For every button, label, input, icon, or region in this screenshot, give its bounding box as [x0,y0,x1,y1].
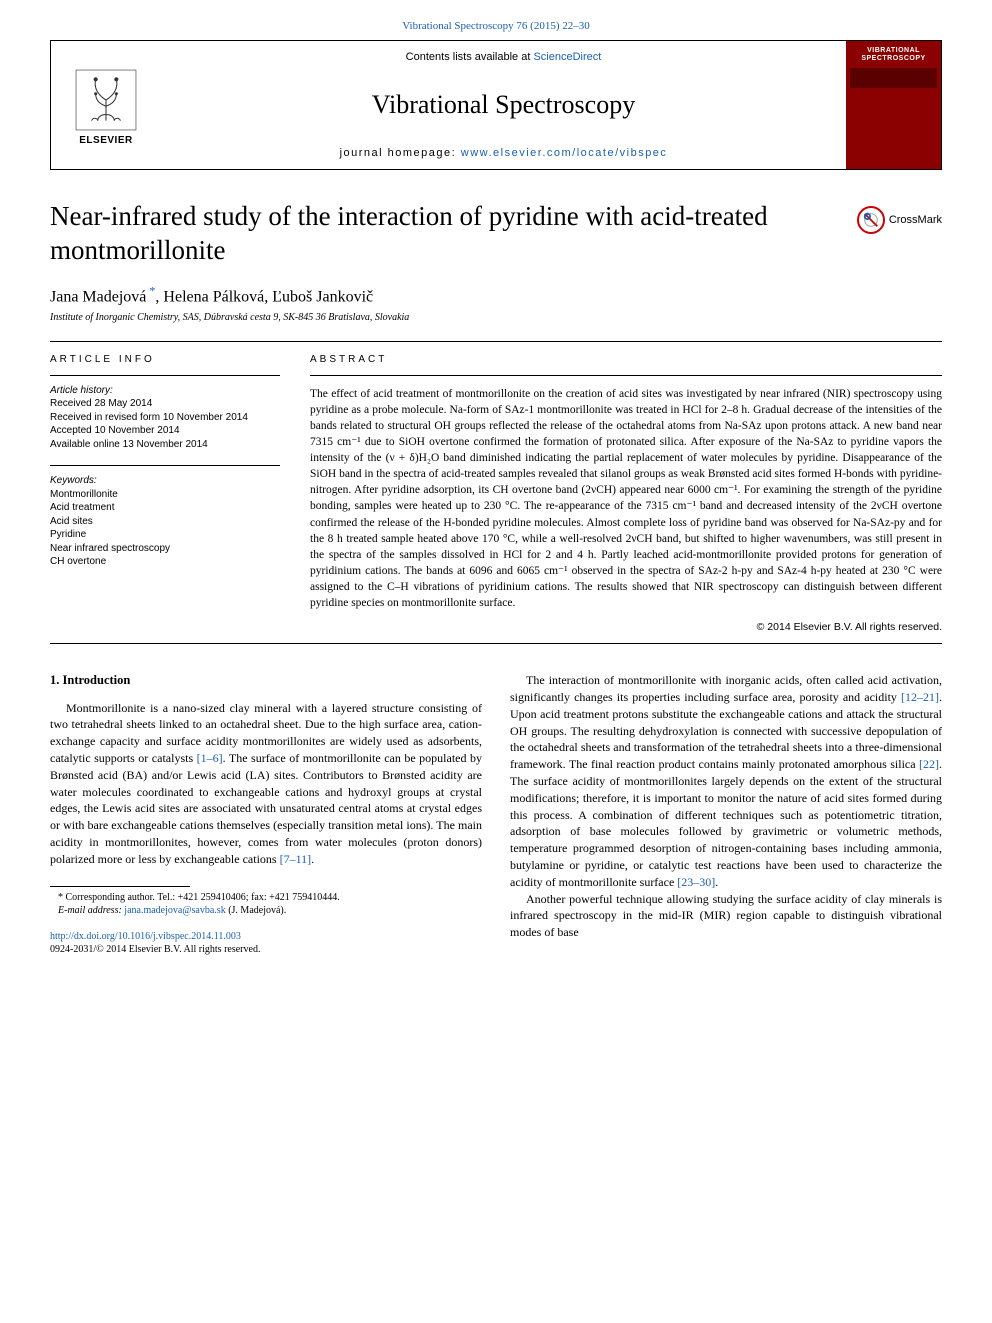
email-footnote: E-mail address: jana.madejova@savba.sk (… [50,904,482,918]
abstract-rule [310,375,942,376]
homepage-prefix: journal homepage: [340,147,461,159]
rule-above-body [50,643,942,644]
journal-issue-link-text[interactable]: Vibrational Spectroscopy 76 (2015) 22–30 [402,20,590,32]
article-info-column: ARTICLE INFO Article history: Received 2… [50,354,280,633]
info-abstract-row: ARTICLE INFO Article history: Received 2… [50,354,942,633]
doi-link[interactable]: http://dx.doi.org/10.1016/j.vibspec.2014… [50,931,241,942]
author-2[interactable]: Helena Pálková [163,288,264,305]
intro-paragraph-2: The interaction of montmorillonite with … [510,672,942,890]
article-title: Near-infrared study of the interaction o… [50,200,837,268]
p1-text-c: . [311,852,314,866]
sciencedirect-link[interactable]: ScienceDirect [533,51,601,63]
keyword: Acid sites [50,515,280,529]
abstract-text: The effect of acid treatment of montmori… [310,386,942,611]
elsevier-brand-text: ELSEVIER [79,135,132,146]
corresponding-author-footnote: * Corresponding author. Tel.: +421 25941… [50,891,482,905]
header-center: Contents lists available at ScienceDirec… [161,41,846,169]
elsevier-logo[interactable]: ELSEVIER [51,41,161,169]
journal-cover-thumbnail[interactable]: VIBRATIONAL SPECTROSCOPY [846,41,941,169]
email-label: E-mail address: [58,905,124,916]
abstract-column: ABSTRACT The effect of acid treatment of… [310,354,942,633]
keywords-header: Keywords: [50,474,280,488]
p2-text-a: The interaction of montmorillonite with … [510,673,942,704]
journal-issue-link[interactable]: Vibrational Spectroscopy 76 (2015) 22–30 [50,20,942,32]
ref-link[interactable]: [7–11] [280,852,312,866]
abstract-label: ABSTRACT [310,354,942,365]
info-rule [50,375,280,376]
history-line: Received in revised form 10 November 201… [50,411,280,425]
homepage-link[interactable]: www.elsevier.com/locate/vibspec [461,147,668,159]
history-line: Available online 13 November 2014 [50,438,280,452]
contents-prefix: Contents lists available at [406,51,534,63]
intro-paragraph-1: Montmorillonite is a nano-sized clay min… [50,700,482,868]
email-who: (J. Madejová). [226,905,287,916]
title-row: Near-infrared study of the interaction o… [50,200,942,268]
ref-link[interactable]: [23–30] [677,875,715,889]
keyword: Near infrared spectroscopy [50,542,280,556]
history-line: Received 28 May 2014 [50,397,280,411]
keywords-block: Keywords: Montmorillonite Acid treatment… [50,474,280,569]
crossmark-label: CrossMark [889,214,942,226]
cover-band [850,68,937,88]
p1-text-b: . The surface of montmorillonite can be … [50,751,482,866]
cover-title: VIBRATIONAL SPECTROSCOPY [850,47,937,64]
body-columns: 1. Introduction Montmorillonite is a nan… [50,672,942,955]
rule-above-info [50,341,942,342]
crossmark-icon [857,206,885,234]
elsevier-tree-icon [71,65,141,135]
article-history: Article history: Received 28 May 2014 Re… [50,384,280,452]
keyword: Acid treatment [50,501,280,515]
author-1[interactable]: Jana Madejová [50,288,146,305]
intro-heading: 1. Introduction [50,672,482,690]
email-link[interactable]: jana.madejova@savba.sk [124,905,225,916]
intro-paragraph-3: Another powerful technique allowing stud… [510,891,942,941]
history-header: Article history: [50,384,280,398]
corr-author-marker[interactable]: * [146,288,155,305]
info-rule-2 [50,465,280,466]
doi-block: http://dx.doi.org/10.1016/j.vibspec.2014… [50,930,482,956]
authors: Jana Madejová *, Helena Pálková, Ľuboš J… [50,284,942,306]
journal-name: Vibrational Spectroscopy [372,90,635,120]
contents-line: Contents lists available at ScienceDirec… [406,51,602,63]
journal-header: ELSEVIER Contents lists available at Sci… [50,40,942,170]
abstract-copyright: © 2014 Elsevier B.V. All rights reserved… [310,621,942,633]
ref-link[interactable]: [22] [919,757,939,771]
affiliation: Institute of Inorganic Chemistry, SAS, D… [50,312,942,323]
p2-text-d: . [715,875,718,889]
keyword: CH overtone [50,555,280,569]
p2-text-c: . The surface acidity of montmorillonite… [510,757,942,889]
article-info-label: ARTICLE INFO [50,354,280,365]
ref-link[interactable]: [12–21] [901,690,939,704]
crossmark-badge[interactable]: CrossMark [857,206,942,234]
keyword: Pyridine [50,528,280,542]
homepage-line: journal homepage: www.elsevier.com/locat… [340,147,668,159]
issn-copyright: 0924-2031/© 2014 Elsevier B.V. All right… [50,944,260,955]
ref-link[interactable]: [1–6] [197,751,223,765]
body-column-left: 1. Introduction Montmorillonite is a nan… [50,672,482,955]
body-column-right: The interaction of montmorillonite with … [510,672,942,955]
history-line: Accepted 10 November 2014 [50,424,280,438]
keyword: Montmorillonite [50,488,280,502]
author-3[interactable]: Ľuboš Jankovič [272,288,373,305]
footnote-rule [50,886,190,887]
